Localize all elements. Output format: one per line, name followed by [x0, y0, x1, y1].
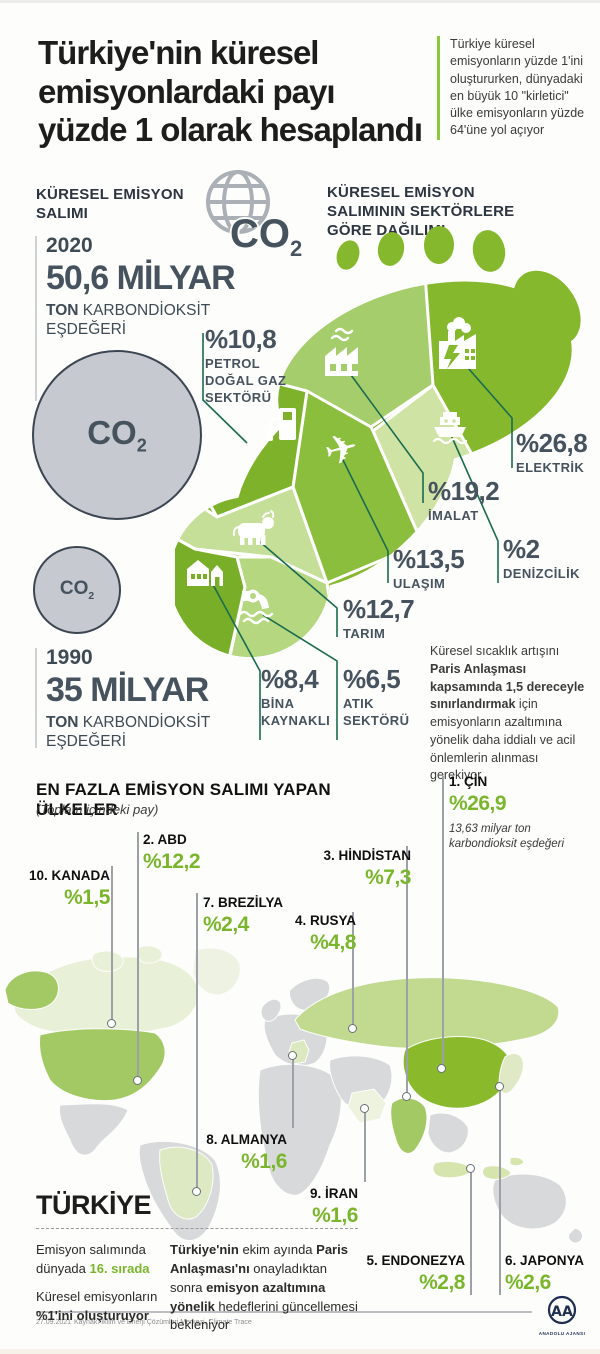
svg-text:AA: AA [551, 1304, 573, 1320]
turkiye-heading: TÜRKİYE [36, 1190, 152, 1220]
cin-note: 13,63 milyar ton karbondioksit eşdeğeri [449, 822, 565, 850]
emission-unit: TON KARBONDİOKSİT EŞDEĞERİ [46, 302, 210, 339]
map-marker-abd [133, 1076, 142, 1085]
country-label-cin: 1. ÇİN %26,9 13,63 milyar ton karbondiok… [449, 774, 569, 852]
map-country-russia [294, 977, 560, 1050]
emission-value: 50,6 MİLYAR [46, 259, 236, 297]
country-label-endonezya: 5. ENDONEZYA %2,8 [366, 1253, 465, 1294]
power-plant-icon [439, 317, 476, 369]
factory-icon [325, 327, 358, 376]
countries-heading: EN FAZLA EMİSYON SALIMI YAPAN ÜLKELER [36, 780, 331, 819]
sector-label-bina: %8,4 BİNA KAYNAKLI [261, 664, 331, 728]
leader-line-brezilya [196, 893, 198, 1189]
map-marker-brezilya [192, 1187, 201, 1196]
emission-2020: 2020 50,6 MİLYAR TON KARBONDİOKSİT EŞDEĞ… [46, 234, 276, 340]
turkiye-rank-line: Emisyon salımında dünyada 16. sırada [36, 1242, 150, 1276]
paris-agreement-note: Küresel sıcaklık artışını Paris Anlaşmas… [430, 644, 585, 783]
sector-label-ulasim: %13,5 ULAŞIM [393, 544, 465, 591]
divider [35, 648, 37, 748]
country-label-iran: 9. İRAN %1,6 [309, 1186, 359, 1227]
footer-source: Kaynak: İklim ve Enerji Çözümleri Merkez… [74, 1319, 252, 1326]
intro-text: Türkiye küresel emisyonların yüzde 1'ini… [450, 37, 585, 138]
leader-line-almanya [292, 1058, 294, 1128]
country-label-brezilya: 7. BREZİLYA %2,4 [203, 895, 284, 936]
country-label-kanada: 10. KANADA %1,5 [28, 868, 111, 909]
sector-label-atik: %6,5 ATIK SEKTÖRÜ [343, 664, 410, 728]
leader-line-japonya [499, 1088, 501, 1295]
co2-circle-1990: CO2 [33, 546, 121, 634]
sector-label-elektrik: %26,8 ELEKTRİK [516, 428, 588, 475]
map-marker-kanada [107, 1019, 116, 1028]
world-map [4, 945, 583, 1244]
leader-line-iran [364, 1110, 366, 1182]
bottom-strip [0, 1349, 600, 1354]
country-label-almanya: 8. ALMANYA %1,6 [206, 1132, 287, 1173]
fuel-pump-icon [267, 408, 296, 441]
house-icon [187, 560, 223, 586]
agency-name: ANADOLU AJANSI [538, 1331, 586, 1336]
dashed-divider [36, 1228, 358, 1229]
top-strip [0, 0, 600, 3]
divider [35, 236, 37, 401]
map-marker-japonya [495, 1082, 504, 1091]
cow-icon [232, 510, 275, 545]
turkiye-share-line: Küresel emisyonların %1'ini oluşturuyor [36, 1288, 158, 1323]
footer-divider [36, 1311, 532, 1313]
map-marker-cin [437, 1064, 446, 1073]
leader-line-abd [137, 832, 139, 1078]
emission-unit: TON KARBONDİOKSİT EŞDEĞERİ [46, 714, 210, 751]
sector-label-imalat: %19,2 İMALAT [428, 476, 500, 523]
footer-date: 27.09.2021 [36, 1319, 72, 1326]
leader-line-rusya [352, 912, 354, 1026]
country-label-abd: 2. ABD %12,2 [143, 832, 201, 873]
leader-line-kanada [111, 866, 113, 1021]
map-country-japan [498, 1053, 524, 1094]
emission-value: 35 MİLYAR [46, 671, 209, 709]
sector-label-denizcilik: %2 DENİZCİLİK [503, 534, 580, 581]
accent-bar [437, 36, 440, 140]
map-marker-iran [360, 1104, 369, 1113]
agency-logo: AA ANADOLU AJANSI [534, 1295, 590, 1336]
global-emission-heading: KÜRESEL EMİSYON SALIMI [36, 186, 184, 222]
year-label: 2020 [46, 234, 93, 257]
sector-label-petrol: %10,8 PETROL DOĞAL GAZ SEKTÖRÜ [205, 324, 287, 405]
leader-line-hindistan [406, 846, 408, 1094]
map-marker-hindistan [402, 1092, 411, 1101]
intro-block: Türkiye küresel emisyonların yüzde 1'ini… [437, 36, 589, 140]
map-country-indonesia [432, 1156, 525, 1180]
year-label: 1990 [46, 646, 93, 669]
emission-1990: 1990 35 MİLYAR TON KARBONDİOKSİT EŞDEĞER… [46, 646, 276, 752]
country-label-japonya: 6. JAPONYA %2,6 [505, 1253, 585, 1294]
map-country-china [402, 1036, 512, 1109]
sectors-heading: KÜRESEL EMİSYON SALIMININ SEKTÖRLERE GÖR… [327, 184, 515, 239]
sector-label-tarim: %12,7 TARIM [343, 594, 415, 641]
map-marker-almanya [288, 1051, 297, 1060]
globe-icon [206, 170, 270, 234]
leader-line-cin [442, 776, 444, 1066]
leader-line-endonezya [470, 1170, 472, 1295]
ship-icon [432, 412, 468, 445]
map-country-usa-alaska [4, 970, 59, 1010]
map-country-india [390, 1097, 428, 1154]
map-country-greenland [192, 947, 241, 996]
map-marker-rusya [348, 1024, 357, 1033]
co2-circle-2020: CO2 [32, 350, 202, 520]
map-country-usa [39, 1028, 166, 1102]
sector-leader-lines [202, 333, 513, 740]
map-marker-endonezya [466, 1164, 475, 1173]
page-title: Türkiye'nin küresel emisyonlardaki payı … [38, 34, 423, 149]
map-country-brazil [159, 1146, 214, 1220]
turkiye-rank-text: Emisyon salımında dünyada 16. sırada Kür… [36, 1241, 161, 1325]
country-label-rusya: 4. RUSYA %4,8 [294, 913, 357, 954]
turkiye-paris-text: Türkiye'nin ekim ayında Paris Anlaşması'… [170, 1242, 358, 1333]
footprint-sector-chart: ✈ [175, 226, 593, 740]
waste-pipe-icon [238, 589, 274, 625]
country-label-hindistan: 3. HİNDİSTAN %7,3 [323, 848, 411, 889]
countries-subheading: (Toplam içindeki pay) [36, 802, 159, 817]
co2-globe-label: CO2 [230, 212, 303, 261]
aa-logo-icon: AA [547, 1295, 577, 1325]
